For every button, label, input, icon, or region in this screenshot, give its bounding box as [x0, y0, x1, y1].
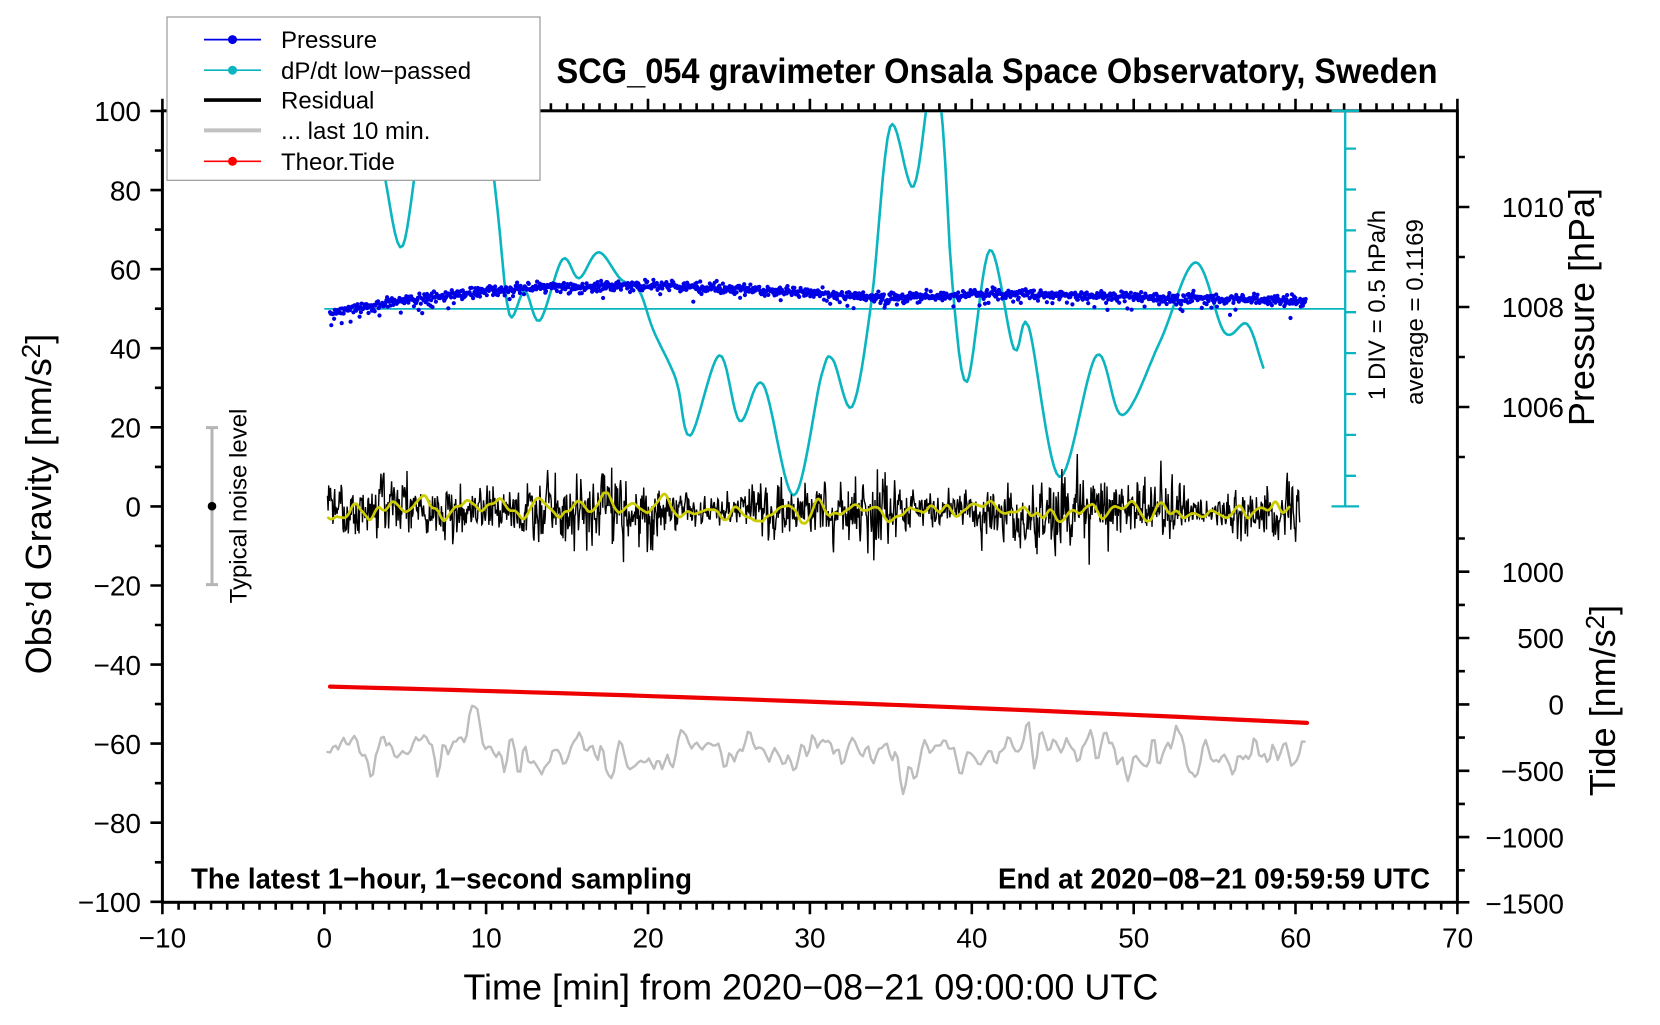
svg-text:Pressure [hPa]: Pressure [hPa] — [1561, 188, 1602, 426]
svg-text:The latest 1−hour, 1−second sa: The latest 1−hour, 1−second sampling — [191, 864, 692, 896]
svg-text:0: 0 — [125, 492, 141, 523]
svg-text:Residual: Residual — [281, 88, 374, 115]
svg-text:40: 40 — [110, 333, 141, 364]
svg-text:20: 20 — [110, 413, 141, 444]
svg-text:1000: 1000 — [1502, 557, 1564, 588]
svg-text:−60: −60 — [94, 729, 142, 760]
svg-text:1006: 1006 — [1502, 392, 1564, 423]
svg-text:20: 20 — [633, 922, 664, 953]
svg-text:dP/dt low−passed: dP/dt low−passed — [281, 58, 471, 85]
svg-text:70: 70 — [1442, 922, 1473, 953]
svg-text:30: 30 — [794, 922, 825, 953]
svg-text:average = 0.1169: average = 0.1169 — [1402, 219, 1429, 405]
svg-text:50: 50 — [1118, 922, 1149, 953]
svg-text:40: 40 — [956, 922, 987, 953]
svg-text:−1500: −1500 — [1485, 889, 1564, 920]
svg-text:Pressure: Pressure — [281, 27, 377, 54]
svg-text:60: 60 — [110, 254, 141, 285]
svg-text:−80: −80 — [94, 808, 142, 839]
svg-text:80: 80 — [110, 175, 141, 206]
svg-text:1 DIV = 0.5 hPa/h: 1 DIV = 0.5 hPa/h — [1364, 210, 1391, 400]
svg-text:Typical noise level: Typical noise level — [226, 409, 253, 604]
svg-text:0: 0 — [1548, 690, 1564, 721]
svg-text:−1000: −1000 — [1485, 822, 1564, 853]
svg-text:60: 60 — [1280, 922, 1311, 953]
svg-text:1008: 1008 — [1502, 292, 1564, 323]
svg-text:−40: −40 — [94, 650, 142, 681]
svg-text:−10: −10 — [139, 922, 187, 953]
svg-text:0: 0 — [317, 922, 333, 953]
svg-text:Obs’d Gravity [nm/s2]: Obs’d Gravity [nm/s2] — [16, 334, 59, 675]
svg-text:... last 10 min.: ... last 10 min. — [281, 118, 430, 145]
svg-text:10: 10 — [471, 922, 502, 953]
svg-text:−500: −500 — [1501, 756, 1564, 787]
svg-text:100: 100 — [94, 96, 141, 127]
svg-text:1010: 1010 — [1502, 192, 1564, 223]
svg-text:Time [min] from 2020−08−21 09:: Time [min] from 2020−08−21 09:00:00 UTC — [463, 967, 1158, 1008]
svg-text:−20: −20 — [94, 571, 142, 602]
svg-text:SCG_054 gravimeter Onsala Spac: SCG_054 gravimeter Onsala Space Observat… — [557, 52, 1438, 91]
svg-text:Tide [nm/s2]: Tide [nm/s2] — [1580, 605, 1623, 796]
svg-text:500: 500 — [1517, 623, 1564, 654]
svg-text:End at 2020−08−21 09:59:59 UTC: End at 2020−08−21 09:59:59 UTC — [998, 864, 1430, 896]
svg-text:−100: −100 — [78, 887, 141, 918]
svg-text:Theor.Tide: Theor.Tide — [281, 149, 395, 176]
